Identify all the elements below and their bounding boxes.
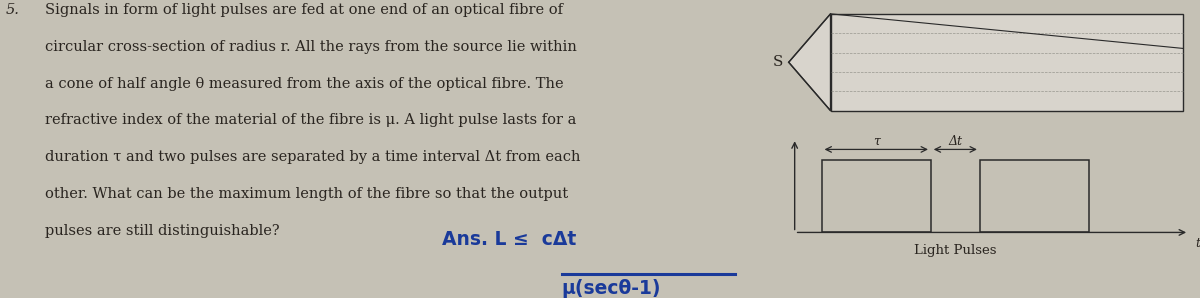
Text: μ(secθ-1): μ(secθ-1) bbox=[562, 280, 661, 298]
Text: circular cross-section of radius r. All the rays from the source lie within: circular cross-section of radius r. All … bbox=[46, 40, 577, 54]
Bar bbox=[979, 161, 1088, 232]
Bar bbox=[822, 161, 931, 232]
Text: τ: τ bbox=[872, 135, 880, 148]
Text: Signals in form of light pulses are fed at one end of an optical fibre of: Signals in form of light pulses are fed … bbox=[46, 3, 564, 17]
Text: Light Pulses: Light Pulses bbox=[914, 243, 996, 257]
Text: 5.: 5. bbox=[6, 3, 20, 17]
Text: Ans. L ≤  cΔt: Ans. L ≤ cΔt bbox=[442, 230, 576, 249]
Bar bbox=[830, 14, 1183, 111]
Polygon shape bbox=[788, 14, 830, 111]
Text: S: S bbox=[773, 55, 782, 69]
Text: Δt: Δt bbox=[948, 135, 962, 148]
Text: duration τ and two pulses are separated by a time interval Δt from each: duration τ and two pulses are separated … bbox=[46, 150, 581, 164]
Text: pulses are still distinguishable?: pulses are still distinguishable? bbox=[46, 224, 280, 238]
Text: refractive index of the material of the fibre is μ. A light pulse lasts for a: refractive index of the material of the … bbox=[46, 114, 577, 128]
Text: a cone of half angle θ measured from the axis of the optical fibre. The: a cone of half angle θ measured from the… bbox=[46, 77, 564, 91]
Text: t: t bbox=[1195, 237, 1200, 250]
Text: other. What can be the maximum length of the fibre so that the output: other. What can be the maximum length of… bbox=[46, 187, 569, 201]
